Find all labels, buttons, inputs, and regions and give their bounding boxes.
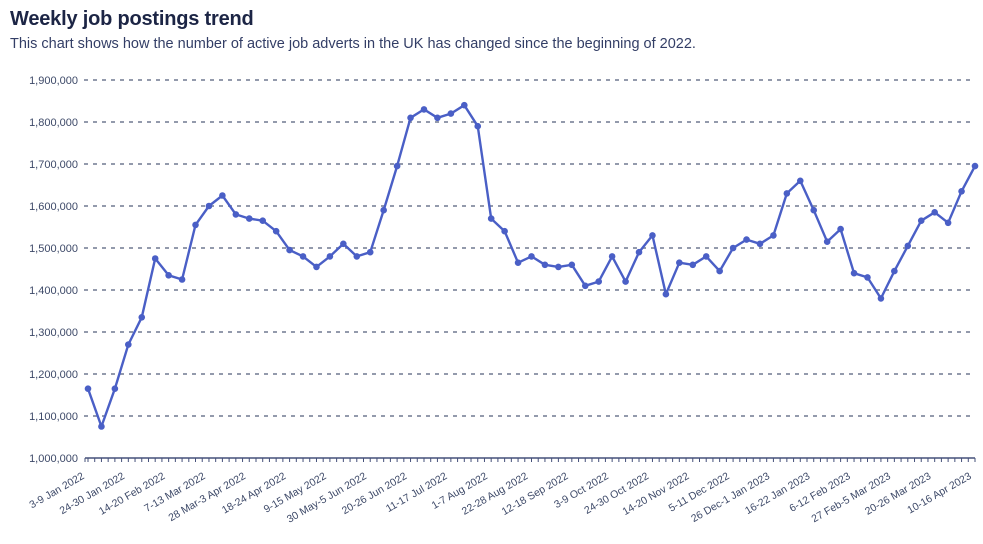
- data-point[interactable]: [622, 278, 629, 285]
- data-point[interactable]: [662, 290, 670, 298]
- data-point[interactable]: [299, 253, 307, 260]
- y-tick-label: 1,100,000: [29, 411, 78, 423]
- data-point[interactable]: [917, 217, 925, 224]
- data-point[interactable]: [286, 246, 293, 254]
- data-point[interactable]: [474, 122, 482, 130]
- data-point[interactable]: [138, 314, 146, 321]
- data-point[interactable]: [205, 202, 213, 210]
- data-point[interactable]: [353, 253, 361, 260]
- data-point[interactable]: [810, 206, 818, 214]
- line-chart: 1,000,000 1,100,000 1,200,000 1,300,000 1,40…: [0, 64, 983, 539]
- data-point[interactable]: [904, 242, 912, 250]
- data-point[interactable]: [689, 261, 697, 269]
- data-point[interactable]: [729, 244, 737, 252]
- data-point[interactable]: [877, 295, 885, 302]
- data-point[interactable]: [447, 110, 455, 117]
- data-point[interactable]: [125, 341, 132, 348]
- y-gridlines: [84, 79, 975, 417]
- data-point[interactable]: [837, 225, 844, 233]
- data-point[interactable]: [702, 253, 710, 260]
- data-point[interactable]: [850, 269, 858, 277]
- data-point[interactable]: [420, 106, 428, 113]
- data-point[interactable]: [434, 114, 441, 122]
- y-tick-label: 1,700,000: [29, 159, 78, 171]
- y-tick-label: 1,000,000: [29, 453, 78, 465]
- data-point[interactable]: [259, 217, 267, 224]
- data-point[interactable]: [783, 190, 791, 197]
- y-tick-label: 1,500,000: [29, 243, 78, 255]
- data-point[interactable]: [151, 255, 159, 262]
- data-point[interactable]: [635, 248, 643, 256]
- data-point[interactable]: [796, 177, 804, 185]
- data-point[interactable]: [931, 209, 938, 216]
- data-point[interactable]: [944, 219, 952, 227]
- data-point[interactable]: [165, 272, 172, 279]
- data-point[interactable]: [219, 192, 226, 199]
- data-point[interactable]: [501, 227, 508, 235]
- data-point[interactable]: [98, 423, 105, 430]
- data-points: [84, 101, 979, 430]
- data-point[interactable]: [326, 253, 334, 260]
- line-chart-canvas: 1,000,000 1,100,000 1,200,000 1,300,000 1,40…: [27, 75, 979, 526]
- data-point[interactable]: [958, 188, 965, 195]
- x-axis: [84, 457, 976, 462]
- data-point[interactable]: [541, 261, 549, 269]
- data-point[interactable]: [864, 274, 871, 281]
- data-point[interactable]: [528, 253, 535, 260]
- data-point[interactable]: [581, 282, 589, 290]
- data-point[interactable]: [245, 215, 253, 222]
- y-tick-label: 1,600,000: [29, 201, 78, 213]
- data-point[interactable]: [407, 114, 414, 122]
- data-point[interactable]: [340, 240, 347, 248]
- y-tick-label: 1,900,000: [29, 75, 78, 87]
- data-point[interactable]: [178, 276, 186, 283]
- data-point[interactable]: [380, 206, 387, 214]
- data-point[interactable]: [514, 259, 522, 266]
- y-tick-label: 1,800,000: [29, 117, 78, 129]
- data-point[interactable]: [461, 101, 468, 109]
- data-point[interactable]: [393, 162, 401, 170]
- data-point[interactable]: [84, 385, 92, 393]
- data-point[interactable]: [192, 221, 199, 229]
- trend-line: [86, 104, 977, 428]
- data-point[interactable]: [823, 238, 831, 245]
- data-point[interactable]: [555, 263, 562, 271]
- data-point[interactable]: [971, 162, 979, 170]
- data-point[interactable]: [232, 211, 240, 218]
- y-tick-label: 1,400,000: [29, 285, 78, 297]
- chart-description: This chart shows how the number of activ…: [10, 36, 696, 52]
- data-point[interactable]: [111, 385, 119, 393]
- chart-header: Weekly job postings trend This chart sho…: [0, 0, 983, 52]
- data-point[interactable]: [756, 240, 764, 248]
- y-axis-labels: 1,000,000 1,100,000 1,200,000 1,300,000 1,40…: [29, 75, 78, 465]
- data-point[interactable]: [716, 267, 723, 275]
- data-point[interactable]: [272, 227, 280, 235]
- data-point[interactable]: [313, 263, 320, 271]
- data-point[interactable]: [487, 215, 495, 222]
- data-point[interactable]: [891, 267, 898, 275]
- y-tick-label: 1,200,000: [29, 369, 78, 381]
- data-point[interactable]: [608, 253, 616, 260]
- data-point[interactable]: [676, 259, 683, 266]
- page-title: Weekly job postings trend: [10, 8, 254, 30]
- data-point[interactable]: [743, 236, 750, 243]
- data-point[interactable]: [770, 232, 777, 239]
- data-point[interactable]: [366, 248, 374, 256]
- y-tick-label: 1,300,000: [29, 327, 78, 339]
- data-point[interactable]: [595, 278, 602, 285]
- data-point[interactable]: [568, 261, 576, 269]
- data-point[interactable]: [649, 232, 656, 239]
